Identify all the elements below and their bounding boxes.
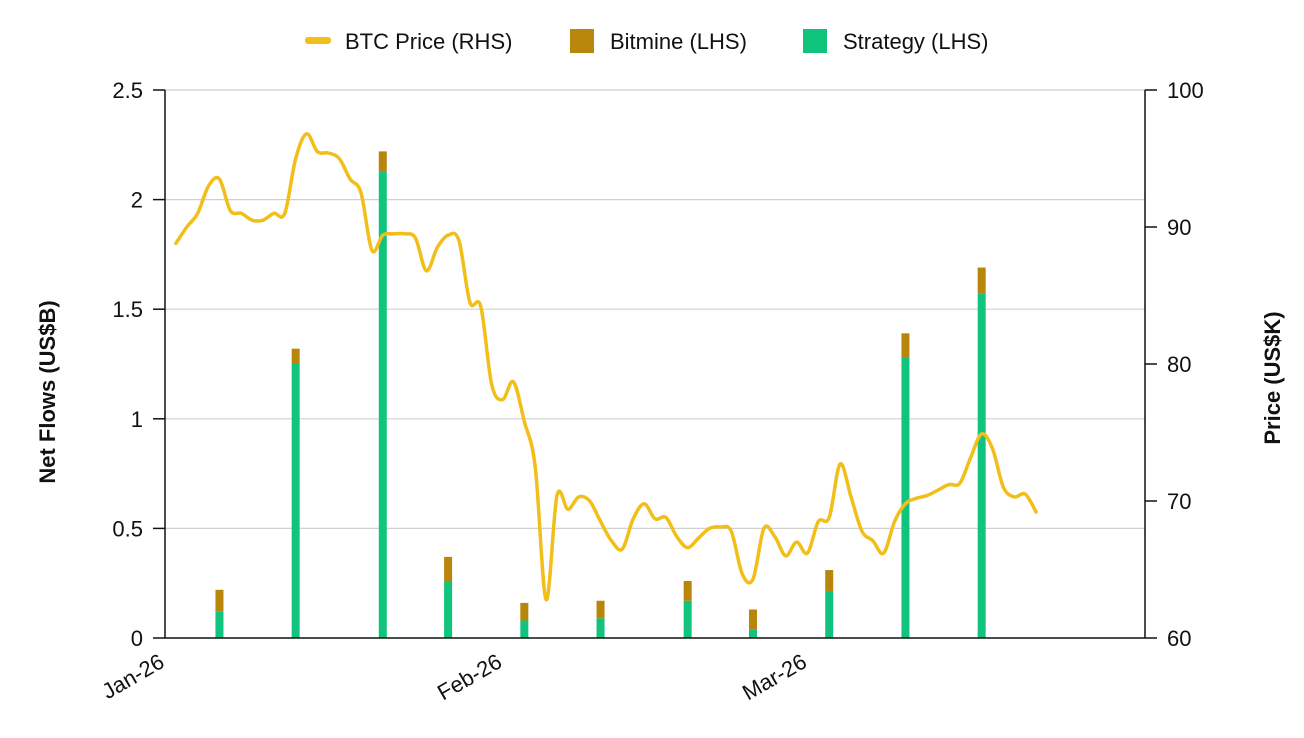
x-tick-label: Mar-26: [738, 649, 811, 705]
x-axis-ticks: Jan-26 Feb-26 Mar-26: [98, 649, 811, 706]
left-axis-ticks: 0 0.5 1 1.5 2 2.5: [112, 78, 165, 651]
right-tick-label: 80: [1167, 352, 1191, 377]
bar-strategy: [683, 600, 692, 638]
legend-label: Strategy (LHS): [843, 29, 989, 54]
legend-swatch-square: [570, 29, 594, 53]
bar-bitmine: [291, 348, 300, 364]
bar-strategy: [977, 293, 986, 638]
x-tick-label: Jan-26: [98, 649, 169, 704]
bar-bitmine: [520, 602, 529, 621]
btc-price-line: [174, 132, 1038, 602]
bar-strategy: [825, 591, 834, 638]
bar-strategy: [520, 620, 529, 638]
bar-strategy: [378, 171, 387, 638]
bar-bitmine: [596, 600, 605, 619]
bar-bitmine: [749, 609, 757, 630]
left-axis-title: Net Flows (US$B): [35, 300, 60, 483]
x-tick-label: Feb-26: [433, 649, 506, 706]
bar-series: [215, 151, 986, 638]
bar-strategy: [596, 618, 605, 638]
bar-strategy: [215, 611, 224, 638]
left-tick-label: 2.5: [112, 78, 143, 103]
left-tick-label: 1.5: [112, 297, 143, 322]
price-line-series: [174, 132, 1038, 602]
right-tick-label: 60: [1167, 626, 1191, 651]
axes: [164, 90, 1146, 639]
bar-strategy: [901, 357, 910, 638]
left-tick-label: 0: [131, 626, 143, 651]
left-tick-label: 2: [131, 188, 143, 213]
bar-bitmine: [977, 267, 986, 294]
right-tick-label: 70: [1167, 489, 1191, 514]
legend: BTC Price (RHS) Bitmine (LHS) Strategy (LH…: [305, 29, 989, 54]
bar-bitmine: [444, 556, 453, 582]
bar-bitmine: [378, 151, 387, 172]
left-tick-label: 0.5: [112, 516, 143, 541]
right-tick-label: 90: [1167, 215, 1191, 240]
left-tick-label: 1: [131, 407, 143, 432]
bar-strategy: [749, 629, 757, 638]
bar-strategy: [444, 581, 453, 638]
bar-bitmine: [215, 589, 224, 612]
right-axis-ticks: 60 70 80 90 100: [1145, 78, 1204, 651]
legend-label: Bitmine (LHS): [610, 29, 747, 54]
legend-swatch-line: [305, 37, 331, 44]
bar-strategy: [291, 364, 300, 638]
right-tick-label: 100: [1167, 78, 1204, 103]
right-axis-title: Price (US$K): [1260, 311, 1285, 444]
bar-bitmine: [825, 570, 834, 592]
bar-bitmine: [901, 333, 910, 358]
legend-swatch-square: [803, 29, 827, 53]
legend-label: BTC Price (RHS): [345, 29, 512, 54]
bar-bitmine: [683, 581, 692, 601]
